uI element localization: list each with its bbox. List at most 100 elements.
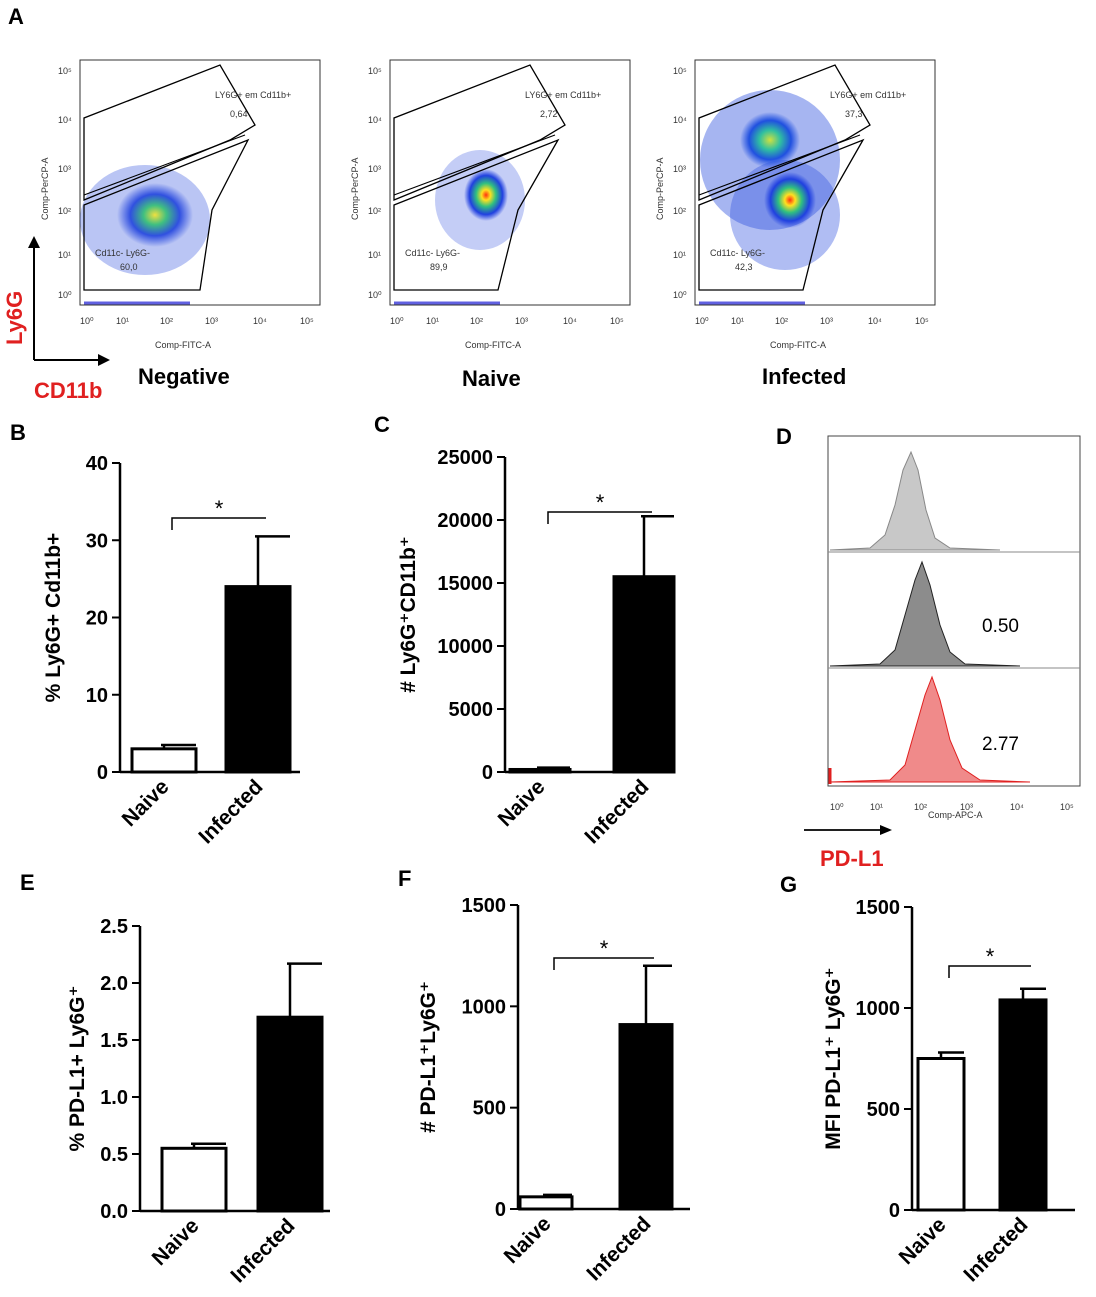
y-tick-label-e: 1.0 [100, 1087, 128, 1109]
y-tick-label-g: 1000 [856, 998, 901, 1020]
flow-plot-naive: LY6G+ em Cd11b+ 2,72 Cd11c- Ly6G- 89,9 1… [350, 59, 631, 350]
significance-star-c: * [596, 490, 605, 515]
bar-infected-g [998, 998, 1048, 1212]
condition-infected: Infected [762, 364, 846, 389]
histogram-top [829, 450, 1001, 551]
flow-naive-xtitle: Comp-FITC-A [465, 340, 521, 350]
x-category-label-e: Infected [226, 1214, 299, 1287]
flow-inf-lower-value: 42,3 [735, 262, 753, 272]
x-category-label-b: Infected [194, 775, 267, 848]
svg-text:10⁴: 10⁴ [1010, 802, 1024, 812]
svg-text:10⁵: 10⁵ [300, 316, 314, 326]
bar-infected-c [612, 575, 676, 774]
svg-text:10¹: 10¹ [58, 250, 71, 260]
svg-text:10⁰: 10⁰ [695, 316, 709, 326]
svg-text:10⁴: 10⁴ [253, 316, 267, 326]
svg-text:10²: 10² [368, 206, 381, 216]
panel-label-b: B [10, 420, 26, 445]
flow-inf-ytitle: Comp-PerCP-A [655, 157, 665, 220]
svg-text:10⁵: 10⁵ [1060, 802, 1074, 812]
flow-naive-upper-gate: LY6G+ em Cd11b+ [525, 90, 601, 100]
svg-text:10⁵: 10⁵ [610, 316, 624, 326]
y-axis-label-c: # Ly6G⁺CD11b⁺ [397, 536, 420, 693]
histogram-bottom [829, 675, 1031, 783]
panel-label-g: G [780, 872, 797, 897]
y-axis-label-g: MFI PD-L1⁺ Ly6G⁺ [822, 967, 845, 1149]
panel-label-e: E [20, 870, 35, 895]
significance-bracket-c [547, 511, 652, 524]
y-axis-label-e: % PD-L1+ Ly6G⁺ [66, 985, 89, 1151]
significance-star-g: * [986, 944, 995, 969]
x-category-label-c: Naive [494, 775, 550, 831]
svg-text:10³: 10³ [673, 164, 686, 174]
flow-naive-upper-value: 2,72 [540, 109, 558, 119]
bar-naive-e [160, 1146, 228, 1213]
bar-infected-f [618, 1023, 674, 1211]
svg-text:10³: 10³ [58, 164, 71, 174]
bar-naive-g [916, 1057, 966, 1212]
histogram-panel: 0.50 2.77 10⁰ 10¹ 10² 10³ 10⁴ 10⁵ Comp-APC-A… [804, 435, 1081, 871]
flow-neg-lower-value: 60,0 [120, 262, 138, 272]
flow-naive-lower-gate: Cd11c- Ly6G- [405, 248, 460, 258]
bar-chart-b: 0 10 20 30 40 % Ly6G+ Cd11b+ Naive Infected * [42, 453, 300, 848]
svg-text:10⁰: 10⁰ [673, 290, 687, 300]
y-tick-label-b: 20 [86, 608, 108, 630]
bar-chart-g: 0 500 1000 1500 MFI PD-L1⁺ Ly6G⁺ Naive Infecte… [822, 897, 1075, 1286]
y-tick-label-g: 0 [889, 1200, 900, 1222]
y-tick-label-e: 1.5 [100, 1030, 128, 1052]
y-tick-label-b: 40 [86, 453, 108, 475]
panel-label-d: D [776, 424, 792, 449]
svg-text:10⁵: 10⁵ [915, 316, 929, 326]
svg-text:10²: 10² [58, 206, 71, 216]
flow-inf-lower-gate: Cd11c- Ly6G- [710, 248, 765, 258]
svg-text:10¹: 10¹ [673, 250, 686, 260]
svg-text:10⁴: 10⁴ [563, 316, 577, 326]
svg-text:10³: 10³ [368, 164, 381, 174]
x-category-label-b: Naive [118, 775, 174, 831]
bar-chart-f: 0 500 1000 1500 # PD-L1⁺Ly6G⁺ Naive Infected * [417, 895, 690, 1285]
y-tick-label-e: 2.0 [100, 973, 128, 995]
svg-text:10¹: 10¹ [368, 250, 381, 260]
histogram-marker: PD-L1 [820, 846, 884, 871]
flow-inf-upper-gate: LY6G+ em Cd11b+ [830, 90, 906, 100]
flow-naive-lower-value: 89,9 [430, 262, 448, 272]
y-tick-label-e: 2.5 [100, 916, 128, 938]
flow-neg-ytitle: Comp-PerCP-A [40, 157, 50, 220]
x-category-label-f: Infected [582, 1212, 655, 1285]
y-tick-label-g: 500 [867, 1099, 900, 1121]
flow-inf-upper-value: 37,3 [845, 109, 863, 119]
y-tick-label-b: 0 [97, 762, 108, 784]
y-tick-label-c: 15000 [437, 573, 493, 595]
svg-text:10⁰: 10⁰ [368, 290, 382, 300]
y-tick-label-c: 5000 [449, 699, 494, 721]
y-tick-label-b: 30 [86, 530, 108, 552]
flow-neg-upper-value: 0,64 [230, 109, 248, 119]
svg-text:10⁴: 10⁴ [673, 115, 687, 125]
histogram-value-bottom: 2.77 [982, 734, 1019, 755]
bar-naive-c [508, 767, 572, 774]
x-category-label-e: Naive [148, 1214, 204, 1270]
y-tick-label-f: 500 [473, 1098, 506, 1120]
y-axis-label-b: % Ly6G+ Cd11b+ [42, 533, 65, 703]
flow-naive-ytitle: Comp-PerCP-A [350, 157, 360, 220]
flow-neg-xtitle: Comp-FITC-A [155, 340, 211, 350]
y-tick-label-e: 0.5 [100, 1144, 128, 1166]
x-category-label-f: Naive [500, 1212, 556, 1268]
svg-text:10¹: 10¹ [731, 316, 744, 326]
svg-text:10³: 10³ [515, 316, 528, 326]
significance-bracket-g [948, 965, 1031, 978]
histogram-xtitle: Comp-APC-A [928, 810, 983, 820]
flow-neg-lower-gate: Cd11c- Ly6G- [95, 248, 150, 258]
y-tick-label-c: 20000 [437, 510, 493, 532]
svg-text:10²: 10² [775, 316, 788, 326]
svg-text:10²: 10² [673, 206, 686, 216]
bar-chart-c: 0 5000 10000 15000 20000 25000 # Ly6G⁺CD11b⁺ Na… [397, 447, 676, 848]
svg-text:10³: 10³ [960, 802, 973, 812]
svg-text:10¹: 10¹ [116, 316, 129, 326]
y-tick-label-g: 1500 [856, 897, 901, 919]
significance-bracket-f [553, 957, 654, 970]
svg-text:10¹: 10¹ [426, 316, 439, 326]
svg-text:10¹: 10¹ [870, 802, 883, 812]
svg-text:10⁰: 10⁰ [58, 290, 72, 300]
